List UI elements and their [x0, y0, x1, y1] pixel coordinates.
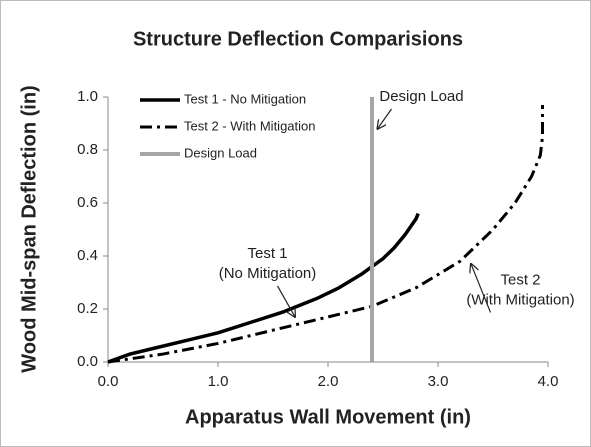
- annotation-text: Test 1: [247, 245, 287, 262]
- x-tick-label: 0.0: [98, 373, 119, 390]
- x-tick-label: 2.0: [318, 373, 339, 390]
- chart-title: Structure Deflection Comparisions: [133, 28, 463, 50]
- x-tick-label: 4.0: [538, 373, 559, 390]
- y-tick-label: 1.0: [77, 88, 98, 105]
- y-tick-label: 0.2: [77, 300, 98, 317]
- legend-label: Test 2 - With Mitigation: [184, 118, 316, 133]
- series-line: [107, 104, 544, 364]
- annotation-arrow: [471, 264, 492, 313]
- annotation-arrow: [276, 285, 296, 317]
- x-axis-label: Apparatus Wall Movement (in): [185, 406, 471, 428]
- annotation-text: (No Mitigation): [219, 265, 317, 282]
- y-tick-label: 0.6: [77, 194, 98, 211]
- x-tick-label: 1.0: [208, 373, 229, 390]
- annotation-text: (With Mitigation): [466, 291, 574, 308]
- annotation-arrow: [378, 108, 392, 129]
- annotation-text: Test 2: [500, 271, 540, 288]
- series-line: [107, 212, 420, 364]
- annotation-text: Design Load: [379, 88, 463, 105]
- y-tick-label: 0.8: [77, 141, 98, 158]
- x-tick-label: 3.0: [428, 373, 449, 390]
- y-tick-label: 0.0: [77, 353, 98, 370]
- legend-label: Design Load: [184, 145, 257, 160]
- legend-label: Test 1 - No Mitigation: [184, 91, 306, 106]
- y-axis-label: Wood Mid-span Deflection (in): [18, 85, 40, 372]
- y-tick-label: 0.4: [77, 247, 98, 264]
